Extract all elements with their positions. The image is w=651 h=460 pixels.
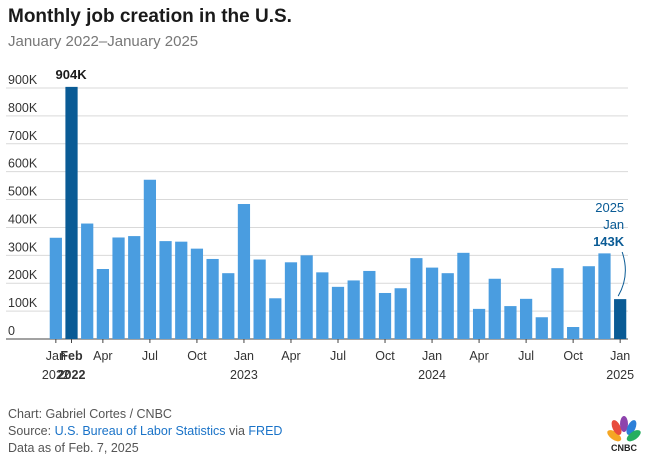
y-tick-label: 500K xyxy=(8,185,38,199)
bar xyxy=(300,255,313,339)
chart-source: Source: U.S. Bureau of Labor Statistics … xyxy=(8,424,282,438)
bar xyxy=(222,273,235,339)
annotation-label: 2025 xyxy=(595,200,624,215)
bar xyxy=(49,237,62,339)
x-tick-label: Jan xyxy=(422,349,442,363)
x-tick-year: 2023 xyxy=(230,368,258,382)
bar xyxy=(425,267,439,339)
x-tick-year: 2022 xyxy=(58,368,86,382)
bar xyxy=(253,259,266,339)
bar xyxy=(284,262,298,339)
bar xyxy=(65,86,78,339)
bar xyxy=(378,292,392,339)
bar xyxy=(331,286,345,339)
x-tick-label: Oct xyxy=(375,349,395,363)
x-tick-label: Oct xyxy=(187,349,207,363)
source-prefix: Source: xyxy=(8,424,55,438)
cnbc-logo-text: CNBC xyxy=(611,443,637,453)
bar xyxy=(394,288,407,339)
x-tick-label: Apr xyxy=(469,349,488,363)
bar xyxy=(535,317,548,339)
y-tick-label: 600K xyxy=(8,157,38,171)
y-tick-label: 100K xyxy=(8,296,38,310)
x-tick-year: 2022 xyxy=(42,368,70,382)
bar xyxy=(488,278,501,339)
x-tick-label: Feb xyxy=(60,349,83,363)
bar xyxy=(175,241,188,339)
chart-credit: Chart: Gabriel Cortes / CNBC xyxy=(8,407,172,421)
x-tick-year: 2024 xyxy=(418,368,446,382)
bar xyxy=(81,223,94,339)
bar xyxy=(347,280,360,339)
annotation-label: Jan xyxy=(603,217,624,232)
bar xyxy=(567,327,580,339)
annotation-leader xyxy=(617,251,626,297)
bar xyxy=(316,272,329,339)
y-tick-label: 900K xyxy=(8,73,38,87)
bar-chart: 0 100K 200K 300K 400K 500K 600K 700K 800K 900K Jan… xyxy=(6,67,634,382)
x-tick-label: Jul xyxy=(142,349,158,363)
bar xyxy=(598,253,611,339)
y-tick-label: 400K xyxy=(8,212,38,226)
page-title: Monthly job creation in the U.S. xyxy=(8,6,292,27)
x-tick-label: Jul xyxy=(518,349,534,363)
bar xyxy=(614,299,627,339)
bar xyxy=(457,252,470,339)
bar xyxy=(472,308,486,339)
bar xyxy=(551,268,564,339)
annotation-label: 904K xyxy=(56,67,88,82)
bar xyxy=(128,236,141,339)
x-tick-label: Jan xyxy=(234,349,254,363)
x-tick-label: Jan xyxy=(610,349,630,363)
cnbc-logo: CNBC xyxy=(607,416,641,453)
fred-link[interactable]: FRED xyxy=(248,424,283,438)
source-via: via xyxy=(225,424,249,438)
bar xyxy=(504,306,517,339)
y-tick-label: 700K xyxy=(8,129,38,143)
bar xyxy=(206,258,219,339)
bar xyxy=(143,179,157,339)
y-tick-label: 200K xyxy=(8,268,38,282)
bar xyxy=(159,241,172,339)
y-tick-label: 300K xyxy=(8,240,38,254)
data-as-of: Data as of Feb. 7, 2025 xyxy=(8,441,139,455)
annotation-label: 143K xyxy=(593,234,625,249)
x-tick-label: Apr xyxy=(93,349,112,363)
x-tick-label: Jul xyxy=(330,349,346,363)
bar xyxy=(237,204,251,339)
y-tick-label: 800K xyxy=(8,101,38,115)
bar xyxy=(112,237,125,339)
x-tick-label: Apr xyxy=(281,349,300,363)
page-subtitle: January 2022–January 2025 xyxy=(8,33,199,50)
bls-link[interactable]: U.S. Bureau of Labor Statistics xyxy=(54,424,226,438)
bar xyxy=(96,268,109,339)
x-tick-year: 2025 xyxy=(606,368,634,382)
bar xyxy=(269,298,282,339)
x-tick-label: Jan xyxy=(46,349,66,363)
bar xyxy=(363,270,376,339)
bar xyxy=(519,298,533,339)
x-tick-label: Oct xyxy=(563,349,583,363)
bar xyxy=(190,248,204,339)
bar xyxy=(441,273,454,339)
bar xyxy=(582,266,595,339)
bar xyxy=(410,258,423,339)
y-tick-label: 0 xyxy=(8,324,15,338)
